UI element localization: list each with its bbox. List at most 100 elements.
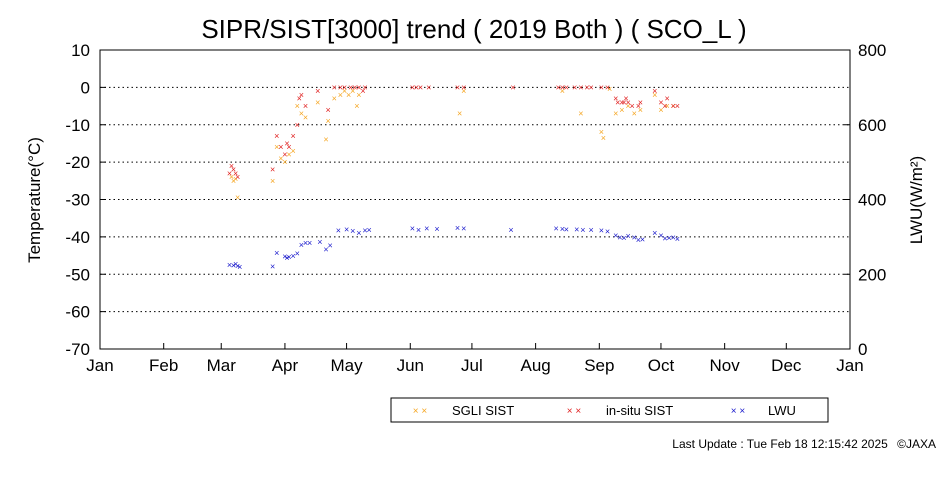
y2-tick-label: 800	[858, 41, 886, 60]
lwu-point: ×	[231, 261, 236, 271]
y2-tick-label: 0	[858, 340, 867, 359]
lwu-point: ×	[434, 224, 439, 234]
in-situ-sist-point: ×	[360, 86, 365, 96]
in-situ-sist-point: ×	[325, 105, 330, 115]
in-situ-sist-point: ×	[560, 82, 565, 92]
y-tick-label: -60	[65, 303, 90, 322]
y2-tick-label: 400	[858, 191, 886, 210]
lwu-point: ×	[636, 235, 641, 245]
in-situ-sist-point: ×	[231, 165, 236, 175]
y-tick-label: 0	[81, 78, 90, 97]
legend-label: LWU	[768, 403, 796, 418]
in-situ-sist-point: ×	[556, 82, 561, 92]
in-situ-sist-point: ×	[578, 82, 583, 92]
sgli-sist-point: ×	[607, 84, 612, 94]
lwu-point: ×	[291, 251, 296, 261]
x-tick-label: Jun	[397, 356, 424, 375]
sgli-sist-point: ×	[315, 97, 320, 107]
y2-tick-label: 600	[858, 116, 886, 135]
sgli-sist-point: ×	[461, 86, 466, 96]
chart-title: SIPR/SIST[3000] trend ( 2019 Both ) ( SC…	[201, 14, 746, 44]
in-situ-sist-point: ×	[455, 82, 460, 92]
lwu-point: ×	[574, 224, 579, 234]
x-tick-label: Aug	[520, 356, 550, 375]
sgli-sist-point: ×	[282, 157, 287, 167]
grid-lines	[100, 86, 850, 313]
sgli-sist-point: ×	[299, 109, 304, 119]
sgli-sist-point: ×	[354, 101, 359, 111]
lwu-point: ×	[282, 251, 287, 261]
in-situ-sist-point: ×	[630, 101, 635, 111]
legend-box	[390, 397, 829, 423]
sgli-sist-point: ×	[350, 86, 355, 96]
in-situ-sist-point: ×	[295, 120, 300, 130]
lwu-point: ×	[455, 223, 460, 233]
lwu-point: ×	[621, 233, 626, 243]
in-situ-sist-point: ×	[664, 94, 669, 104]
lwu-point: ×	[605, 226, 610, 236]
lwu-point: ×	[350, 226, 355, 236]
lwu-point: ×	[235, 261, 240, 271]
sgli-sist-point: ×	[356, 90, 361, 100]
lwu-point: ×	[286, 252, 291, 262]
lwu-point: ×	[336, 226, 341, 236]
sgli-sist-point: ×	[332, 94, 337, 104]
legend-marker: × ×	[413, 406, 428, 417]
x-tick-label: Apr	[272, 356, 299, 375]
y2-axis-label: LWU(W/m²)	[907, 156, 926, 244]
in-situ-sist-point: ×	[623, 94, 628, 104]
lwu-point: ×	[356, 228, 361, 238]
in-situ-sist-point: ×	[414, 82, 419, 92]
in-situ-sist-point: ×	[352, 82, 357, 92]
in-situ-sist-point: ×	[572, 82, 577, 92]
sgli-sist-point: ×	[601, 133, 606, 143]
legend: × × SGLI SIST × × in-situ SIST × × LWU	[413, 403, 796, 418]
in-situ-sist-point: ×	[564, 82, 569, 92]
in-situ-sist-point: ×	[299, 90, 304, 100]
in-situ-sist-point: ×	[284, 138, 289, 148]
in-situ-sist-point: ×	[418, 82, 423, 92]
x-tick-label: Dec	[771, 356, 802, 375]
in-situ-sist-point: ×	[356, 82, 361, 92]
sgli-sist-point: ×	[560, 86, 565, 96]
x-tick-label: Oct	[648, 356, 675, 375]
in-situ-sist-point: ×	[615, 97, 620, 107]
in-situ-sist-point: ×	[227, 168, 232, 178]
lwu-point: ×	[632, 233, 637, 243]
lwu-point: ×	[284, 253, 289, 263]
in-situ-sist-point: ×	[282, 150, 287, 160]
lwu-point: ×	[461, 224, 466, 234]
lwu-point: ×	[640, 234, 645, 244]
y-tick-label: -70	[65, 340, 90, 359]
lwu-point: ×	[560, 224, 565, 234]
sgli-sist-point: ×	[619, 105, 624, 115]
sgli-sist-point: ×	[323, 135, 328, 145]
in-situ-sist-point: ×	[625, 97, 630, 107]
sgli-sist-point: ×	[303, 112, 308, 122]
in-situ-sist-point: ×	[338, 82, 343, 92]
sgli-sist-point: ×	[233, 174, 238, 184]
y-tick-label: -40	[65, 228, 90, 247]
sgli-sist-point: ×	[625, 101, 630, 111]
x-tick-label: Sep	[584, 356, 614, 375]
lwu-point: ×	[652, 228, 657, 238]
sgli-sist-point: ×	[270, 176, 275, 186]
in-situ-sist-point: ×	[461, 82, 466, 92]
sgli-sist-point: ×	[658, 105, 663, 115]
lwu-point: ×	[237, 262, 242, 272]
y-tick-label: -30	[65, 191, 90, 210]
lwu-point: ×	[367, 225, 372, 235]
in-situ-sist-point: ×	[426, 82, 431, 92]
in-situ-sist-point: ×	[621, 97, 626, 107]
sgli-sist-point: ×	[671, 101, 676, 111]
x-tick-label: Jul	[461, 356, 483, 375]
sgli-sist-point: ×	[652, 90, 657, 100]
in-situ-sist-point: ×	[362, 82, 367, 92]
x-axis-ticks: Jan Feb Mar Apr May Jun Jul Aug Sep Oct Nov Dec Jan	[86, 343, 864, 375]
in-situ-sist-point: ×	[662, 101, 667, 111]
y-tick-label: 10	[71, 41, 90, 60]
sgli-sist-point: ×	[638, 105, 643, 115]
x-tick-label: Feb	[149, 356, 178, 375]
in-situ-sist-point: ×	[636, 101, 641, 111]
